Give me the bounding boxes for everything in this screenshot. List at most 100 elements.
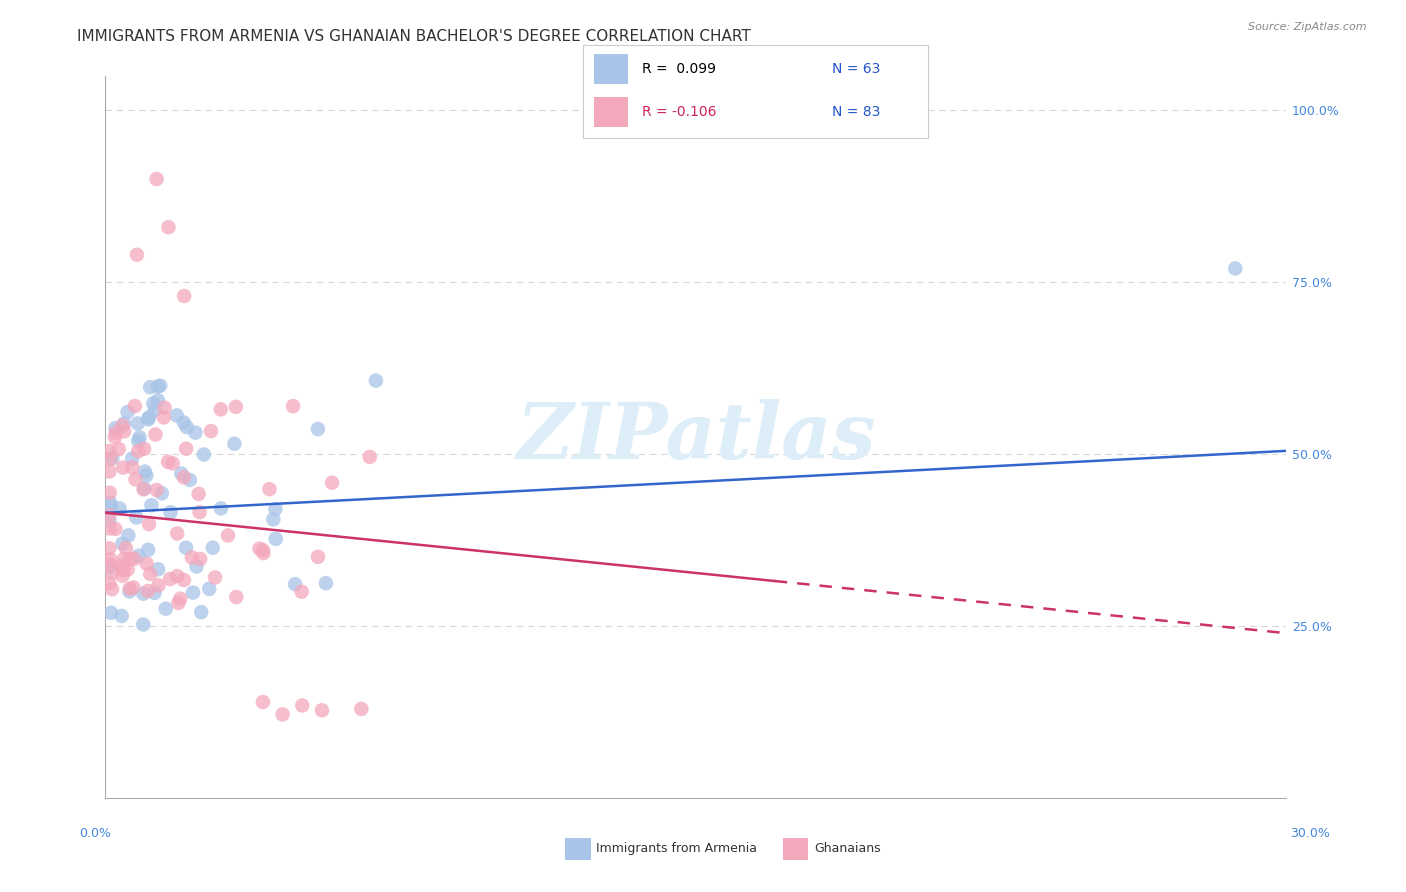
Point [101,582,124,597]
Point [193,448,215,462]
Point [135,557,157,571]
Point [181,585,204,599]
Point [145,427,167,442]
Point [321,475,343,490]
Point [132,482,155,496]
Point [153,410,176,425]
Point [157,455,180,469]
Point [176,420,198,434]
Point [141,498,163,512]
Point [107,442,129,456]
Point [132,617,155,632]
Point [157,220,180,235]
Point [159,505,181,519]
Point [159,572,181,586]
Text: Ghanaians: Ghanaians [814,842,880,855]
Point [174,442,197,456]
Point [101,566,124,580]
Point [112,552,135,566]
Text: N = 63: N = 63 [831,62,880,76]
Point [98,452,121,467]
Point [122,581,145,595]
Point [145,172,167,186]
Point [104,421,127,435]
Point [118,584,141,599]
Point [188,552,211,566]
Point [146,562,169,576]
Point [184,425,207,440]
Point [139,566,162,581]
Point [155,601,177,615]
Point [166,526,188,541]
Point [120,552,142,566]
Point [134,465,156,479]
Point [134,482,156,496]
Point [153,401,176,415]
Point [135,468,157,483]
Point [149,378,172,392]
Point [115,541,138,555]
Point [364,374,387,388]
Point [98,560,121,574]
Point [117,528,139,542]
Point [224,436,246,450]
Point [117,405,139,419]
Point [264,532,287,546]
Point [125,248,148,262]
Point [98,514,121,528]
Point [174,541,197,555]
Point [127,417,149,431]
Point [252,543,274,558]
Point [169,591,191,606]
Bar [593,54,628,84]
Point [198,582,221,596]
Point [138,517,160,532]
Point [271,707,294,722]
Point [166,409,188,423]
Point [291,584,314,599]
Point [98,495,121,509]
Point [136,412,159,426]
Point [112,561,135,575]
Point [98,557,121,571]
Point [146,393,169,408]
Point [98,485,121,500]
Point [173,573,195,587]
Point [104,430,127,444]
Text: N = 83: N = 83 [831,105,880,119]
Point [100,499,122,513]
Point [122,552,145,566]
Point [180,550,202,565]
Point [118,582,141,596]
Point [111,568,134,582]
Point [112,460,135,475]
Point [179,473,201,487]
Text: Source: ZipAtlas.com: Source: ZipAtlas.com [1249,22,1367,32]
Point [259,482,281,496]
Point [225,590,247,604]
Point [145,483,167,497]
Point [204,570,226,584]
Point [143,403,166,417]
Point [170,467,193,481]
Point [217,528,239,542]
Point [291,698,314,713]
Bar [593,97,628,127]
Point [143,586,166,600]
Point [124,399,146,413]
Point [112,417,135,431]
Point [127,444,149,458]
Point [166,569,188,583]
Point [264,502,287,516]
Point [209,501,232,516]
Point [315,576,337,591]
Point [209,402,232,417]
Point [186,559,208,574]
Point [98,508,121,523]
Text: Immigrants from Armenia: Immigrants from Armenia [596,842,758,855]
Point [187,487,209,501]
Point [350,702,373,716]
Point [100,552,122,566]
Point [112,563,135,577]
Point [1225,261,1247,276]
